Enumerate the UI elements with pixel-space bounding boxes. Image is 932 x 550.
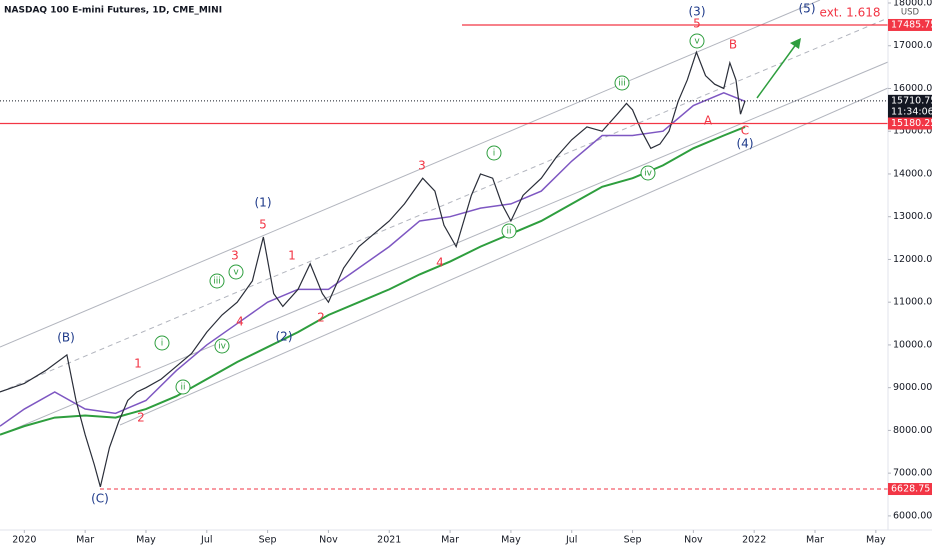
wave-circle <box>214 338 230 354</box>
wave-label: 5 <box>259 218 267 232</box>
countdown: 11:34:06 <box>891 106 932 117</box>
y-tick-label: 16000.00 <box>893 83 932 94</box>
wave-label: (3) <box>689 5 706 19</box>
wave-circle <box>209 273 225 289</box>
wave-circle <box>228 264 244 280</box>
wave-label: i <box>493 149 496 159</box>
wave-label: (4) <box>737 137 754 151</box>
y-tick-label: 13000.00 <box>893 211 932 222</box>
wave-circle <box>614 75 630 91</box>
wave-circle <box>175 379 191 395</box>
price-tag-label: 6628.75 <box>891 484 930 495</box>
wave-label: 2 <box>137 411 145 425</box>
x-tick-label: 2020 <box>12 535 36 546</box>
wave-label: i <box>161 339 164 349</box>
wave-label: C <box>741 124 749 138</box>
wave-label: 5 <box>693 17 701 31</box>
x-tick-label: Mar <box>441 535 459 546</box>
wave-label: ii <box>180 383 185 393</box>
price-line <box>0 50 746 487</box>
wave-label: iv <box>644 169 653 179</box>
price-tag-label: 17485.75 <box>891 19 932 30</box>
y-tick-label: 7000.00 <box>893 468 932 479</box>
x-tick-label: May <box>866 535 886 546</box>
plot <box>0 24 888 490</box>
channel-mid <box>0 17 889 393</box>
currency: USD <box>901 8 920 18</box>
wave-circle <box>501 223 517 239</box>
wave-label: 3 <box>231 249 239 263</box>
price-tag-label: 15180.25 <box>891 118 932 129</box>
moving-average <box>0 91 746 427</box>
chart-title: NASDAQ 100 E-mini Futures, 1D, CME_MINI <box>4 6 222 16</box>
x-tick-label: 2022 <box>742 535 766 546</box>
wave-label: iv <box>218 342 227 352</box>
wave-label: A <box>704 114 713 128</box>
y-tick-label: 6000.00 <box>893 510 932 521</box>
x-tick-label: Jul <box>200 535 212 546</box>
wave-circle <box>154 335 170 351</box>
wave-label: 4 <box>436 256 444 270</box>
y-tick-label: 12000.00 <box>893 254 932 265</box>
wave-circle <box>640 165 656 181</box>
y-tick-label: 17000.00 <box>893 40 932 51</box>
axes: 6000.00 7000.00 8000.00 9000.00 10000.00 1100… <box>12 0 932 546</box>
wave-circle <box>486 145 502 161</box>
x-tick-label: Mar <box>76 535 94 546</box>
annotation: ext. 1.618 <box>820 6 881 20</box>
x-tick-label: May <box>136 535 156 546</box>
x-tick-label: Nov <box>684 535 703 546</box>
wave-label: 1 <box>134 357 142 371</box>
channel-upper <box>0 0 821 348</box>
wave-label: iii <box>618 79 626 89</box>
wave-label: B <box>729 38 737 52</box>
y-tick-label: 9000.00 <box>893 382 932 393</box>
wave-label: v <box>694 37 700 47</box>
price-tag <box>888 483 932 496</box>
wave-label: 4 <box>236 315 244 329</box>
y-tick-label: 15000.00 <box>893 126 932 137</box>
x-tick-label: Sep <box>624 535 642 546</box>
wave-label: 3 <box>418 159 426 173</box>
x-tick-label: May <box>501 535 521 546</box>
wave-label: (1) <box>255 196 272 210</box>
wave-label: (5) <box>799 2 816 16</box>
wave-label: iii <box>213 277 221 287</box>
y-tick-label: 18000.00 <box>893 0 932 8</box>
forecast-arrow <box>756 42 798 99</box>
x-tick-label: 2021 <box>377 535 401 546</box>
y-tick-label: 11000.00 <box>893 297 932 308</box>
x-tick-label: Sep <box>259 535 277 546</box>
price-tag-label: 15710.75 <box>891 95 932 106</box>
wave-label: ii <box>506 227 511 237</box>
price-tag <box>888 117 932 130</box>
channels <box>0 0 889 436</box>
wave-circle <box>689 33 705 49</box>
x-tick-label: Mar <box>806 535 824 546</box>
wave-label: v <box>233 268 239 278</box>
channel-inner <box>119 87 889 426</box>
y-tick-label: 10000.00 <box>893 339 932 350</box>
wave-label: (C) <box>91 492 109 506</box>
wave-label: 2 <box>317 311 325 325</box>
x-tick-label: Jul <box>565 535 577 546</box>
channel-lower <box>0 61 889 436</box>
wave-label: (B) <box>57 331 75 345</box>
wave-labels: 1 2 3 4 5 1 2 3 4 5 A B C (B) (C) (1) (2… <box>57 2 880 506</box>
y-tick-label: 14000.00 <box>893 168 932 179</box>
x-tick-label: Nov <box>319 535 338 546</box>
price-tag <box>888 94 932 119</box>
y-tick-label: 8000.00 <box>893 425 932 436</box>
arrow-head <box>790 38 801 49</box>
wave-label: (2) <box>276 330 293 344</box>
wave-label: 1 <box>288 249 296 263</box>
price-tag <box>888 18 932 31</box>
